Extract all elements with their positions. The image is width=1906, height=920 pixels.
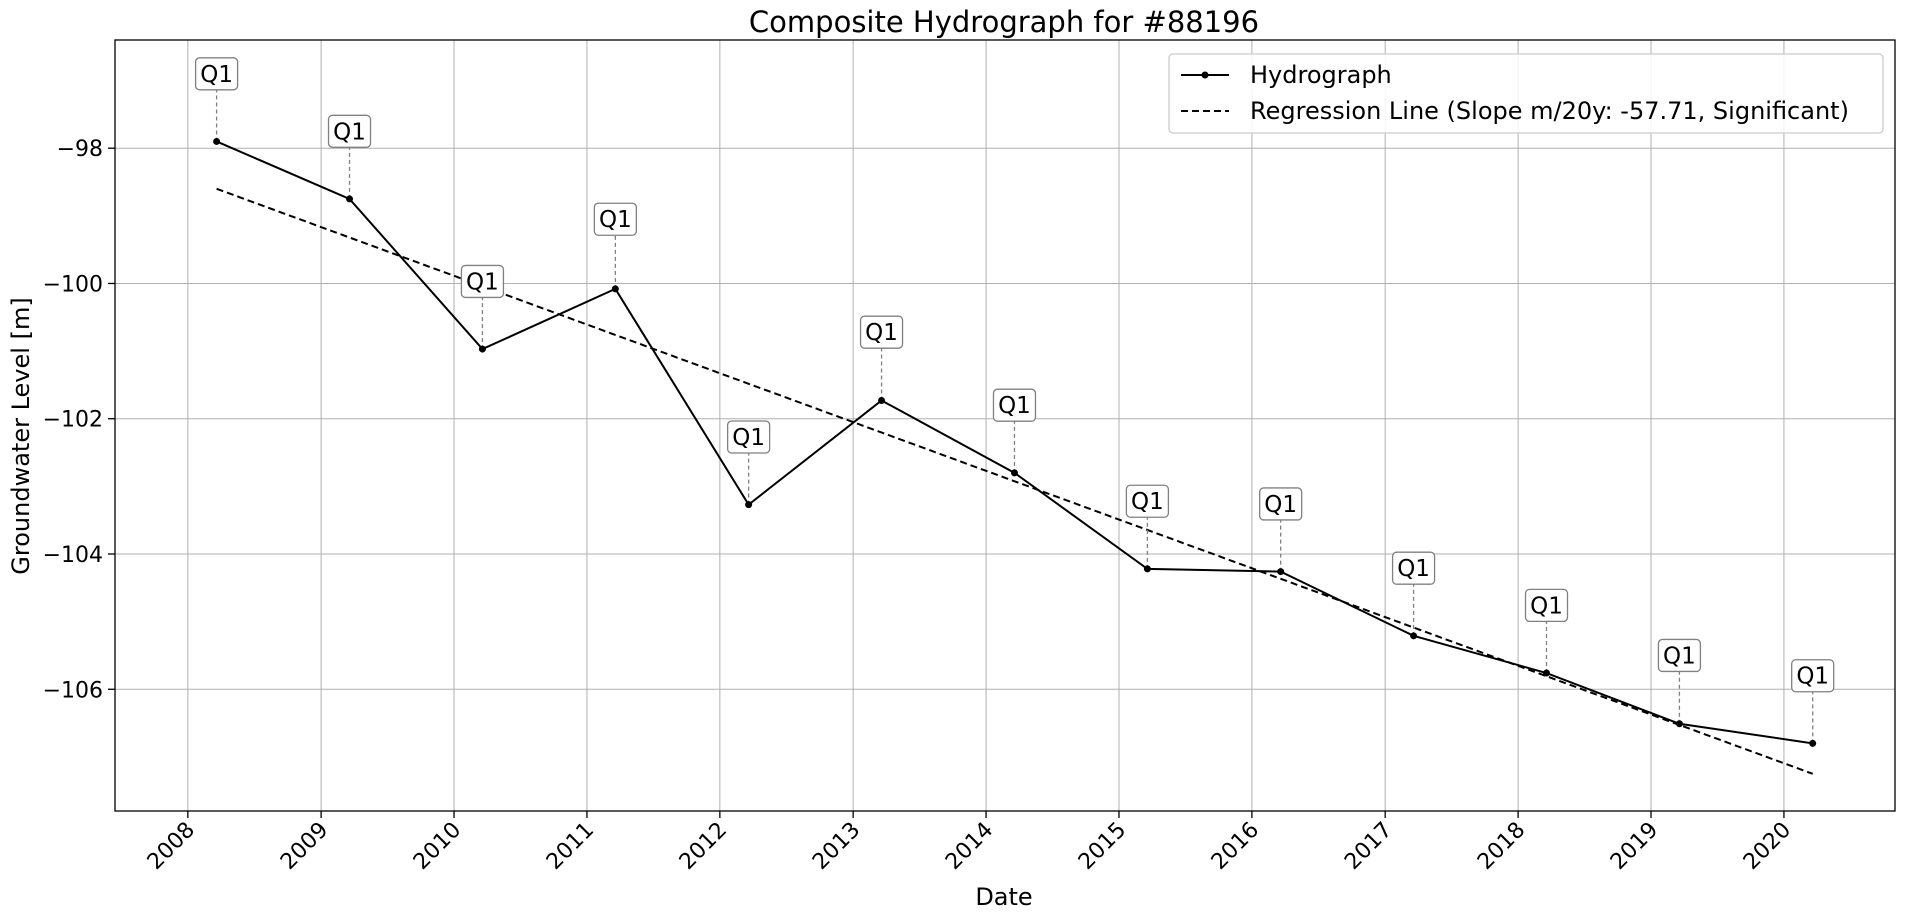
annotation-q1: Q1 [1524, 588, 1569, 623]
legend-regression-label: Regression Line (Slope m/20y: -57.71, Si… [1250, 97, 1849, 125]
regression-line [216, 187, 1814, 775]
x-tick-label: 2008 [143, 818, 200, 875]
x-tick-label: 2009 [276, 818, 333, 875]
annotation-label: Q1 [1131, 489, 1164, 515]
annotation-label: Q1 [1663, 643, 1696, 669]
annotation-box [859, 315, 904, 349]
annotation-q1: Q1 [460, 264, 505, 299]
y-tick-label: −102 [43, 408, 103, 433]
grid-lines [115, 40, 1895, 811]
x-tick-label: 2013 [808, 818, 865, 875]
hydrograph-point [878, 396, 886, 404]
annotation-q1: Q1 [1791, 659, 1835, 693]
x-tick-label: 2014 [941, 818, 998, 875]
chart-title: Composite Hydrograph for #88196 [749, 5, 1259, 39]
legend-hydrograph-label: Hydrograph [1250, 61, 1392, 89]
hydrograph-point [213, 137, 221, 145]
annotation-box [1125, 484, 1170, 518]
hydrograph-point [611, 285, 619, 293]
annotation-box [1657, 638, 1702, 673]
annotation-label: Q1 [1397, 556, 1430, 582]
annotation-box [1791, 659, 1835, 693]
hydrograph-point [1410, 632, 1418, 640]
axis-ticks: 2008 2009 2010 2011 2012 2013 2014 2015 2016 2017… [43, 137, 1797, 875]
x-tick-label: 2010 [409, 818, 466, 875]
hydrograph-point [745, 501, 753, 509]
hydrograph-point [1809, 739, 1817, 747]
annotation-box [1259, 487, 1303, 521]
x-tick-label: 2016 [1207, 818, 1264, 875]
annotation-label: Q1 [732, 425, 765, 451]
x-tick-label: 2017 [1340, 818, 1397, 875]
x-tick-label: 2015 [1074, 818, 1131, 875]
annotation-label: Q1 [1264, 492, 1297, 518]
annotation-q1: Q1 [1125, 484, 1170, 518]
annotation-label: Q1 [1796, 664, 1829, 690]
annotation-box [726, 420, 771, 454]
annotation-q1: Q1 [593, 202, 638, 236]
annotation-q1: Q1 [194, 57, 239, 91]
hydrograph-point [1277, 568, 1285, 576]
y-tick-label: −106 [43, 678, 103, 703]
annotation-box [593, 202, 638, 236]
annotation-box [992, 388, 1037, 422]
plot-frame [114, 39, 1896, 812]
hydrograph-point [478, 345, 486, 353]
x-tick-label: 2019 [1606, 818, 1663, 875]
annotation-q1: Q1 [726, 420, 771, 454]
annotation-q1: Q1 [327, 114, 372, 148]
hydrograph-point [1543, 669, 1551, 677]
annotation-q1: Q1 [1657, 638, 1702, 673]
x-tick-label: 2011 [542, 818, 599, 875]
annotation-box [1524, 588, 1569, 623]
x-axis-label: Date [975, 883, 1032, 911]
annotation-label: Q1 [333, 119, 366, 145]
y-tick-label: −104 [43, 543, 103, 568]
annotation-box [327, 114, 372, 148]
x-tick-label: 2020 [1739, 818, 1796, 875]
annotation-q1: Q1 [859, 315, 904, 349]
annotation-box [1391, 551, 1436, 585]
plot-area: Q1 Q1 Q1 Q1 Q1 Q1 Q1 Q1 Q1 Q1 Q1 Q1 Q1 [194, 57, 1835, 775]
annotation-label: Q1 [1530, 593, 1563, 619]
annotation-q1: Q1 [1391, 551, 1436, 585]
annotation-q1: Q1 [1259, 487, 1303, 521]
annotation-q1: Q1 [992, 388, 1037, 422]
annotation-label: Q1 [998, 393, 1031, 419]
annotation-label: Q1 [599, 207, 632, 233]
annotation-label: Q1 [200, 62, 233, 88]
legend-hydrograph-marker [1201, 71, 1209, 79]
x-tick-label: 2012 [675, 818, 732, 875]
legend: Hydrograph Regression Line (Slope m/20y:… [1168, 53, 1884, 134]
hydrograph-point [346, 195, 354, 203]
y-tick-label: −100 [43, 272, 103, 297]
y-axis-label: Groundwater Level [m] [7, 297, 35, 574]
annotation-box [460, 264, 505, 299]
x-tick-label: 2018 [1473, 818, 1530, 875]
annotation-label: Q1 [865, 320, 898, 346]
legend-box [1168, 53, 1884, 134]
hydrograph-point [1675, 720, 1683, 728]
annotation-label: Q1 [466, 269, 499, 295]
annotation-box [194, 57, 239, 91]
hydrograph-point [1010, 469, 1018, 477]
y-tick-label: −98 [57, 137, 103, 162]
hydrograph-point [1143, 565, 1151, 573]
